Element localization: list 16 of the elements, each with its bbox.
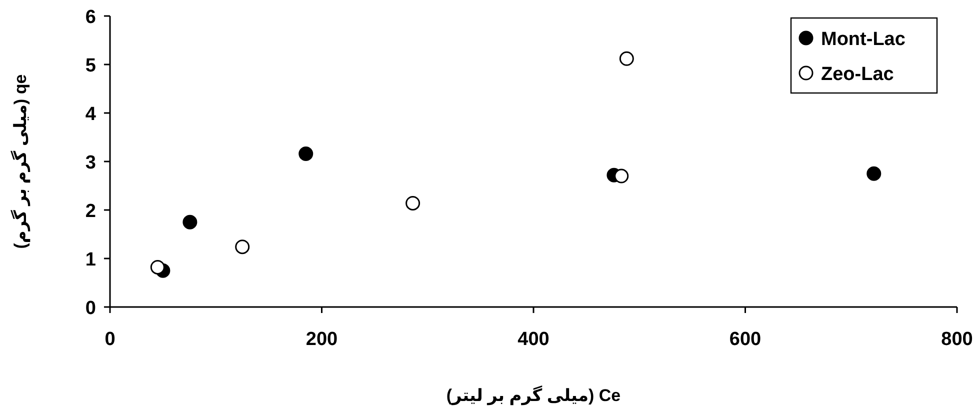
x-tick-label: 200	[306, 329, 338, 350]
x-axis-title: Ce (میلی گرم بر لیتر)	[446, 385, 621, 406]
legend-label: Zeo-Lac	[821, 64, 894, 85]
y-tick-label: 1	[85, 250, 96, 270]
y-tick-label: 3	[85, 152, 96, 174]
x-tick-label: 800	[941, 329, 973, 350]
x-tick-label: 400	[518, 329, 550, 350]
y-tick-label: 4	[85, 104, 96, 125]
x-tick-label: 0	[104, 329, 116, 350]
legend-label: Mont-Lac	[821, 29, 906, 50]
y-tick-label: 0	[85, 298, 96, 319]
y-axis-title: qe (میلی گرم بر گرم)	[10, 74, 31, 249]
y-tick-label: 5	[85, 56, 96, 76]
x-tick-label: 600	[729, 329, 762, 350]
y-tick-label: 2	[85, 201, 96, 222]
y-tick-label: 6	[85, 7, 96, 28]
